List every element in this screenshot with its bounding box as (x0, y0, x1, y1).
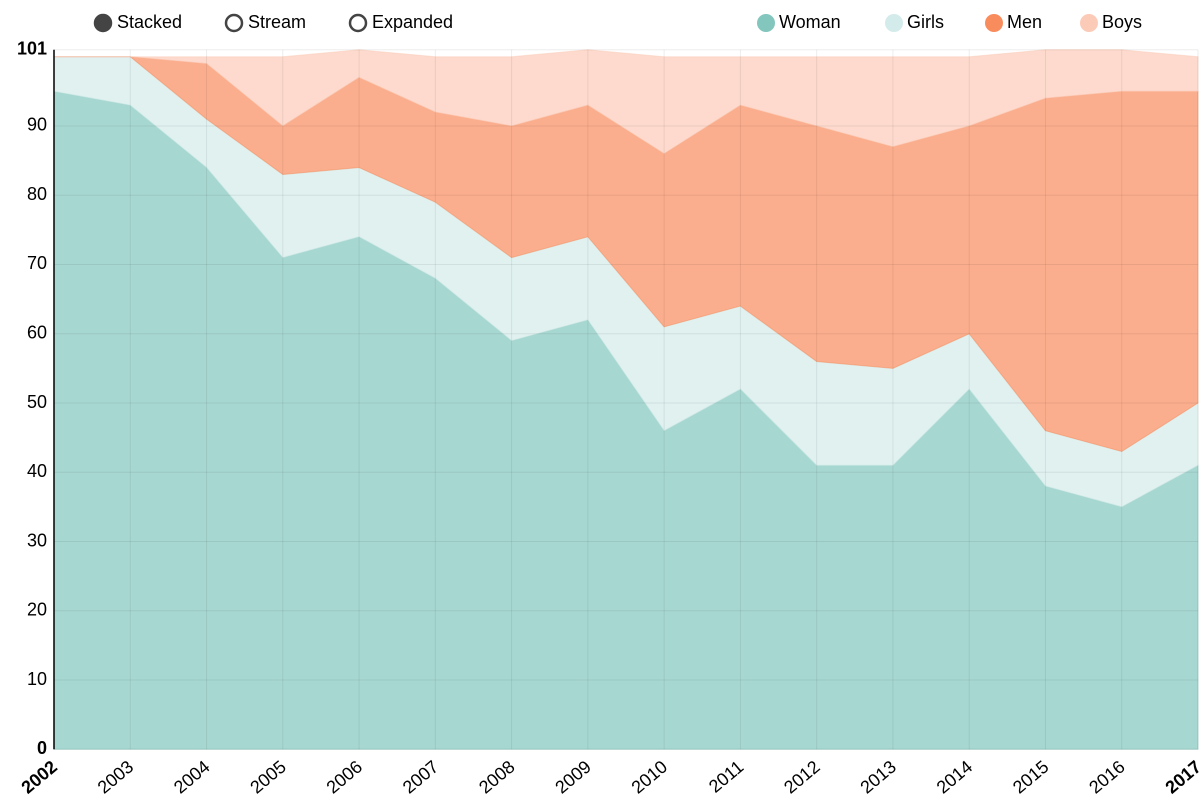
legend-swatch[interactable] (757, 14, 775, 32)
y-tick-label: 90 (27, 115, 47, 135)
y-tick-label: 30 (27, 530, 47, 550)
legend-label[interactable]: Girls (907, 12, 944, 32)
x-tick-label: 2005 (246, 757, 290, 798)
x-tick-label: 2009 (551, 757, 595, 798)
legend-label[interactable]: Men (1007, 12, 1042, 32)
legend-item[interactable]: Woman (757, 12, 841, 32)
control-radio[interactable] (348, 13, 368, 33)
legend-swatch[interactable] (985, 14, 1003, 32)
control-label[interactable]: Expanded (372, 12, 453, 32)
y-tick-label: 70 (27, 253, 47, 273)
legend-item[interactable]: Girls (885, 12, 944, 32)
control[interactable]: Stacked (93, 12, 182, 33)
control-radio[interactable] (224, 13, 244, 33)
x-tick-label: 2008 (475, 757, 519, 798)
x-tick-label: 2007 (399, 757, 443, 798)
legend-swatch[interactable] (885, 14, 903, 32)
legend-label[interactable]: Woman (779, 12, 841, 32)
y-tick-label: 0 (37, 738, 47, 758)
y-tick-label: 80 (27, 184, 47, 204)
x-tick-label: 2017 (1161, 757, 1199, 798)
x-tick-label: 2002 (17, 757, 61, 798)
control[interactable]: Stream (224, 12, 306, 33)
x-tick-label: 2012 (780, 757, 824, 798)
x-tick-label: 2011 (705, 757, 748, 797)
control-radio[interactable] (93, 13, 113, 33)
control-label[interactable]: Stream (248, 12, 306, 32)
control[interactable]: Expanded (348, 12, 453, 33)
x-tick-label: 2003 (94, 757, 138, 798)
x-tick-label: 2015 (1009, 757, 1053, 798)
y-tick-label: 40 (27, 461, 47, 481)
x-tick-label: 2006 (323, 757, 367, 798)
x-tick-label: 2004 (170, 757, 214, 798)
y-tick-label: 20 (27, 600, 47, 620)
x-tick-label: 2014 (933, 757, 977, 798)
y-tick-label: 10 (27, 669, 47, 689)
y-tick-label: 60 (27, 323, 47, 343)
y-tick-label: 101 (17, 39, 47, 59)
control-label[interactable]: Stacked (117, 12, 182, 32)
legend-item[interactable]: Boys (1080, 12, 1142, 32)
x-tick-label: 2010 (628, 757, 672, 798)
legend-label[interactable]: Boys (1102, 12, 1142, 32)
y-tick-label: 50 (27, 392, 47, 412)
area (54, 49, 1199, 155)
x-tick-label: 2016 (1085, 757, 1129, 798)
legend-item[interactable]: Men (985, 12, 1042, 32)
x-tick-label: 2013 (856, 757, 900, 798)
legend-swatch[interactable] (1080, 14, 1098, 32)
